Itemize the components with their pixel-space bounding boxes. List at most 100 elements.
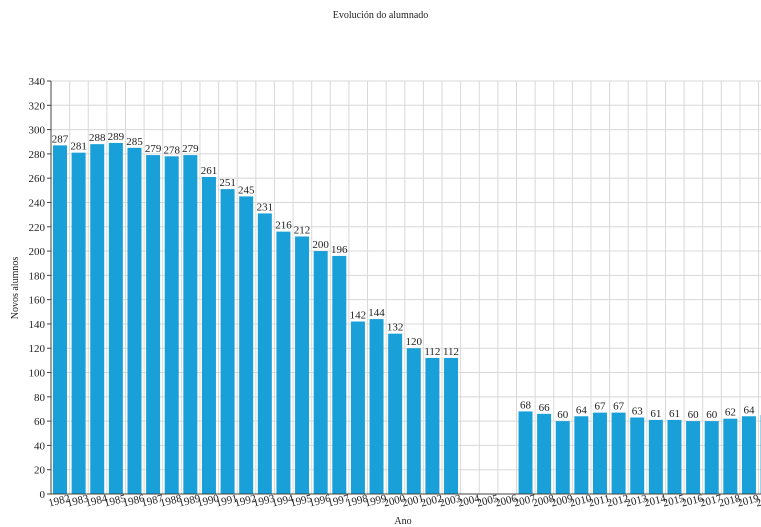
bar-value-label: 60 (706, 409, 718, 421)
x-axis: 1982198319841985198619871988198919901991… (47, 492, 761, 510)
x-tick-label: 2017 (699, 492, 724, 509)
y-tick-label: 220 (29, 222, 46, 234)
x-tick-label: 1987 (140, 492, 165, 509)
bar-value-label: 67 (594, 401, 606, 413)
x-tick-label: 1985 (103, 492, 128, 509)
x-tick-label: 1994 (271, 492, 296, 509)
x-tick-label: 1984 (84, 492, 109, 509)
bar-value-label: 60 (688, 409, 700, 421)
bar-value-label: 200 (312, 239, 329, 251)
x-tick-label: 2011 (587, 493, 611, 510)
y-tick-label: 20 (34, 465, 46, 477)
y-tick-label: 320 (29, 100, 46, 112)
bar-value-label: 288 (89, 132, 106, 144)
bar-value-label: 142 (350, 310, 367, 322)
y-tick-label: 100 (29, 368, 46, 380)
bar (276, 231, 291, 494)
bar-value-label: 120 (406, 336, 423, 348)
bar (555, 421, 570, 494)
y-axis: 0 20 40 60 80 100 120 140 160 180 200 220 240 260 280 3… (29, 76, 52, 501)
x-tick-label: 2002 (420, 493, 444, 510)
bar-value-label: 278 (163, 144, 180, 156)
bar-value-label: 251 (219, 177, 236, 189)
bar-value-label: 285 (126, 136, 143, 148)
y-tick-label: 260 (29, 173, 46, 185)
bar (388, 333, 403, 494)
bar (592, 412, 607, 494)
bar-value-label: 281 (70, 141, 87, 153)
x-tick-label: 2001 (401, 493, 425, 510)
bar (425, 357, 440, 494)
y-tick-label: 80 (34, 392, 46, 404)
x-tick-label: 2008 (531, 492, 556, 509)
y-tick-label: 280 (29, 149, 46, 161)
bar-value-label: 279 (182, 143, 199, 155)
bar-value-label: 212 (294, 224, 311, 236)
x-tick-label: 1983 (66, 492, 91, 509)
bar-value-label: 67 (613, 401, 625, 413)
x-tick-label: 2007 (513, 492, 538, 509)
x-tick-label: 2010 (569, 492, 594, 509)
x-axis-title: Ano (394, 516, 411, 527)
y-tick-label: 180 (29, 270, 46, 282)
x-tick-label: 1989 (177, 492, 202, 509)
x-tick-label: 2015 (662, 492, 687, 509)
bar (108, 142, 123, 494)
bar-value-label: 144 (368, 307, 385, 319)
bar-value-label: 261 (201, 165, 218, 177)
bar (183, 155, 198, 495)
bar (257, 213, 272, 494)
bar (630, 417, 645, 494)
bar (127, 147, 142, 494)
bar (518, 411, 533, 494)
bar-value-label: 62 (725, 407, 736, 419)
y-tick-label: 300 (29, 125, 46, 137)
bar (686, 421, 701, 494)
bar-value-label: 68 (520, 399, 532, 411)
bar (146, 155, 161, 495)
bar (201, 176, 216, 494)
bar-value-label: 112 (443, 346, 459, 358)
bar (723, 418, 738, 494)
y-axis-title: Novos alumnos (10, 257, 21, 320)
bar (611, 412, 626, 494)
bar (350, 321, 365, 494)
x-tick-label: 1997 (326, 492, 351, 509)
bar (667, 419, 682, 494)
y-tick-label: 40 (34, 440, 46, 452)
bar-value-label: 66 (539, 402, 551, 414)
x-tick-label: 2014 (643, 492, 668, 509)
bar (332, 255, 347, 494)
y-tick-label: 0 (40, 489, 46, 501)
y-tick-label: 240 (29, 197, 46, 209)
x-tick-label: 2012 (606, 493, 630, 510)
x-tick-label: 1999 (364, 492, 389, 509)
bar-value-label: 112 (424, 346, 440, 358)
x-tick-label: 2000 (382, 492, 407, 509)
bar (295, 236, 310, 494)
bar (537, 413, 552, 494)
bar-value-label: 287 (52, 133, 69, 145)
x-tick-label: 2003 (438, 492, 463, 509)
x-tick-label: 1982 (47, 493, 71, 510)
bar (71, 152, 86, 494)
bar-value-label: 289 (108, 131, 125, 143)
y-tick-label: 160 (29, 295, 46, 307)
bar-value-label: 245 (238, 184, 255, 196)
bar-value-label: 231 (257, 201, 274, 213)
bar (313, 251, 328, 494)
y-tick-label: 340 (29, 76, 46, 88)
y-tick-label: 120 (29, 343, 46, 355)
x-tick-label: 1996 (308, 492, 333, 509)
x-tick-label: 2018 (717, 492, 742, 509)
x-tick-label: 1990 (196, 492, 221, 509)
bar-value-label: 64 (576, 404, 588, 416)
x-tick-label: 2005 (475, 492, 500, 509)
bar-value-label: 60 (557, 409, 569, 421)
x-tick-label: 2020 (755, 492, 761, 509)
bar-value-label: 279 (145, 143, 162, 155)
x-tick-label: 2013 (624, 492, 649, 509)
bar (406, 348, 421, 494)
x-tick-label: 1986 (122, 492, 147, 509)
